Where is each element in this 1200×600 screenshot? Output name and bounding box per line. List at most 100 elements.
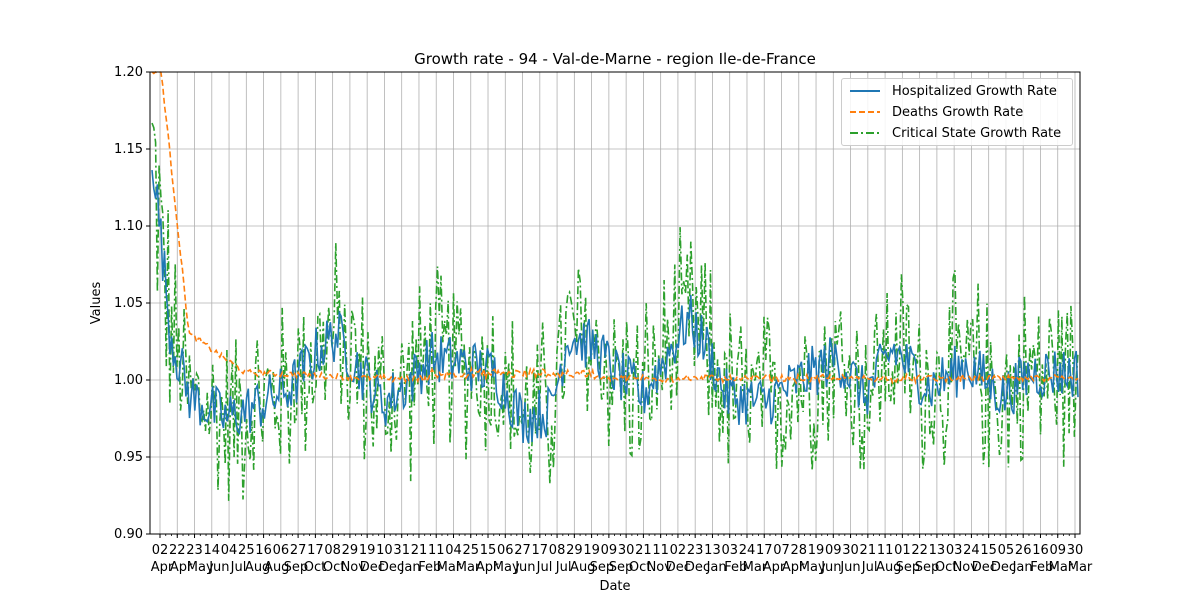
y-tick-label: 0.90 bbox=[114, 527, 143, 542]
x-day-tick-label: 09 bbox=[1049, 543, 1066, 558]
y-tick-label: 1.20 bbox=[114, 65, 143, 80]
x-day-tick-label: 06 bbox=[497, 543, 514, 558]
x-month-tick-label: Apr bbox=[782, 560, 805, 575]
x-month-tick-label: Feb bbox=[724, 560, 747, 575]
x-day-tick-label: 03 bbox=[946, 543, 963, 558]
x-month-tick-label: Oct bbox=[304, 560, 326, 575]
x-day-tick-label: 19 bbox=[583, 543, 600, 558]
y-axis-label: Values bbox=[89, 282, 104, 325]
x-day-tick-label: 22 bbox=[911, 543, 928, 558]
x-month-tick-label: Sep bbox=[609, 560, 634, 575]
legend-entry-deaths: Deaths Growth Rate bbox=[850, 102, 1023, 122]
x-day-tick-label: 10 bbox=[376, 543, 393, 558]
x-day-tick-label: 23 bbox=[687, 543, 704, 558]
x-month-tick-label: Aug bbox=[876, 560, 901, 575]
x-month-tick-label: Mar bbox=[743, 560, 768, 575]
x-day-tick-label: 08 bbox=[324, 543, 341, 558]
series-layer bbox=[151, 71, 1079, 501]
x-day-tick-label: 09 bbox=[825, 543, 842, 558]
x-month-tick-label: Sep bbox=[915, 560, 940, 575]
x-month-tick-label: Mar bbox=[456, 560, 481, 575]
legend-label-deaths: Deaths Growth Rate bbox=[892, 104, 1024, 120]
x-month-tick-label: Sep bbox=[284, 560, 309, 575]
x-month-tick-label: Aug bbox=[245, 560, 270, 575]
x-day-tick-label: 21 bbox=[635, 543, 652, 558]
x-day-tick-label: 01 bbox=[894, 543, 911, 558]
x-day-tick-label: 29 bbox=[566, 543, 583, 558]
legend-swatch-critical bbox=[850, 132, 880, 134]
x-day-tick-label: 07 bbox=[773, 543, 790, 558]
x-month-tick-label: Jun bbox=[820, 560, 841, 575]
x-day-tick-label: 08 bbox=[549, 543, 566, 558]
x-day-tick-label: 11 bbox=[652, 543, 669, 558]
x-day-tick-label: 03 bbox=[721, 543, 738, 558]
x-day-tick-label: 16 bbox=[1032, 543, 1049, 558]
x-day-tick-label: 17 bbox=[756, 543, 773, 558]
x-month-tick-label: Jul bbox=[230, 560, 247, 575]
x-month-tick-label: Jul bbox=[861, 560, 878, 575]
legend-swatch-hospitalized bbox=[850, 90, 880, 92]
legend-entry-critical: Critical State Growth Rate bbox=[850, 123, 1061, 143]
x-month-tick-label: Mar bbox=[1049, 560, 1074, 575]
x-day-tick-label: 25 bbox=[238, 543, 255, 558]
x-month-tick-label: Apr bbox=[476, 560, 499, 575]
x-day-tick-label: 02 bbox=[152, 543, 169, 558]
x-day-tick-label: 27 bbox=[290, 543, 307, 558]
chart-title: Growth rate - 94 - Val-de-Marne - region… bbox=[414, 50, 816, 68]
x-day-tick-label: 21 bbox=[860, 543, 877, 558]
x-month-tick-label: Dec bbox=[360, 560, 385, 575]
x-month-tick-label: May bbox=[187, 560, 214, 575]
x-month-tick-label: Aug bbox=[264, 560, 289, 575]
y-tick-label: 1.10 bbox=[114, 219, 143, 234]
x-axis-label: Date bbox=[599, 579, 630, 594]
x-day-tick-label: 04 bbox=[445, 543, 462, 558]
x-day-tick-label: 15 bbox=[980, 543, 997, 558]
x-month-tick-label: Jan bbox=[706, 560, 727, 575]
x-day-tick-label: 22 bbox=[169, 543, 186, 558]
legend-label-critical: Critical State Growth Rate bbox=[892, 125, 1062, 141]
x-month-tick-label: Dec bbox=[379, 560, 404, 575]
x-day-tick-label: 17 bbox=[307, 543, 324, 558]
x-day-tick-label: 30 bbox=[1067, 543, 1084, 558]
x-day-tick-label: 14 bbox=[204, 543, 221, 558]
x-month-tick-label: Oct bbox=[323, 560, 345, 575]
x-day-tick-label: 29 bbox=[342, 543, 359, 558]
x-day-tick-label: 23 bbox=[186, 543, 203, 558]
x-day-tick-label: 28 bbox=[791, 543, 808, 558]
x-month-tick-label: Sep bbox=[896, 560, 921, 575]
x-month-tick-label: Jan bbox=[1012, 560, 1033, 575]
x-day-tick-label: 13 bbox=[704, 543, 721, 558]
x-month-tick-label: Feb bbox=[1030, 560, 1053, 575]
legend-label-hospitalized: Hospitalized Growth Rate bbox=[892, 83, 1057, 99]
x-day-tick-label: 30 bbox=[618, 543, 635, 558]
x-day-tick-label: 24 bbox=[963, 543, 980, 558]
x-day-tick-label: 11 bbox=[877, 543, 894, 558]
x-day-tick-label: 19 bbox=[359, 543, 376, 558]
x-month-tick-label: May bbox=[799, 560, 826, 575]
x-month-tick-label: Apr bbox=[170, 560, 193, 575]
x-day-tick-label: 27 bbox=[514, 543, 531, 558]
x-month-tick-label: Feb bbox=[418, 560, 441, 575]
x-day-tick-label: 24 bbox=[739, 543, 756, 558]
y-tick-label: 1.15 bbox=[114, 142, 143, 157]
x-day-tick-label: 11 bbox=[428, 543, 445, 558]
x-day-tick-label: 06 bbox=[273, 543, 290, 558]
x-month-tick-label: Apr bbox=[151, 560, 174, 575]
x-month-tick-label: May bbox=[493, 560, 520, 575]
x-day-tick-label: 05 bbox=[998, 543, 1015, 558]
x-day-tick-label: 17 bbox=[532, 543, 549, 558]
x-month-tick-label: Jun bbox=[839, 560, 860, 575]
x-month-tick-label: Mar bbox=[1068, 560, 1093, 575]
x-day-tick-label: 26 bbox=[1015, 543, 1032, 558]
x-month-tick-label: Nov bbox=[953, 560, 979, 575]
x-month-tick-label: Oct bbox=[629, 560, 651, 575]
x-month-tick-label: Apr bbox=[763, 560, 786, 575]
legend-swatch-deaths bbox=[850, 111, 880, 113]
x-day-tick-label: 04 bbox=[221, 543, 238, 558]
x-month-tick-label: Dec bbox=[972, 560, 997, 575]
y-tick-label: 0.95 bbox=[114, 450, 143, 465]
x-month-tick-label: Jun bbox=[514, 560, 535, 575]
x-day-tick-label: 13 bbox=[929, 543, 946, 558]
x-day-tick-label: 02 bbox=[670, 543, 687, 558]
